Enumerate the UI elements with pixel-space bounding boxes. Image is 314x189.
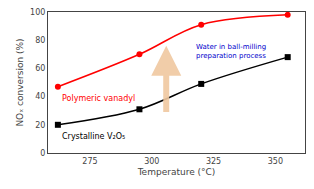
svg-text:40: 40 (35, 92, 45, 101)
svg-text:300: 300 (144, 157, 159, 166)
svg-text:0: 0 (40, 149, 45, 158)
svg-text:80: 80 (35, 36, 45, 45)
svg-text:Crystalline V₂O₅: Crystalline V₂O₅ (62, 132, 125, 141)
svg-text:100: 100 (30, 8, 45, 17)
svg-text:Polymeric vanadyl: Polymeric vanadyl (62, 94, 135, 103)
svg-text:275: 275 (82, 157, 97, 166)
svg-text:20: 20 (35, 121, 45, 130)
svg-text:Water in ball-millingpreparati: Water in ball-millingpreparation process (196, 43, 266, 60)
svg-text:60: 60 (35, 64, 45, 73)
svg-text:350: 350 (268, 157, 283, 166)
svg-text:NOₓ conversion (%): NOₓ conversion (%) (15, 38, 25, 126)
svg-text:325: 325 (206, 157, 221, 166)
svg-text:Temperature (°C): Temperature (°C) (137, 167, 216, 177)
